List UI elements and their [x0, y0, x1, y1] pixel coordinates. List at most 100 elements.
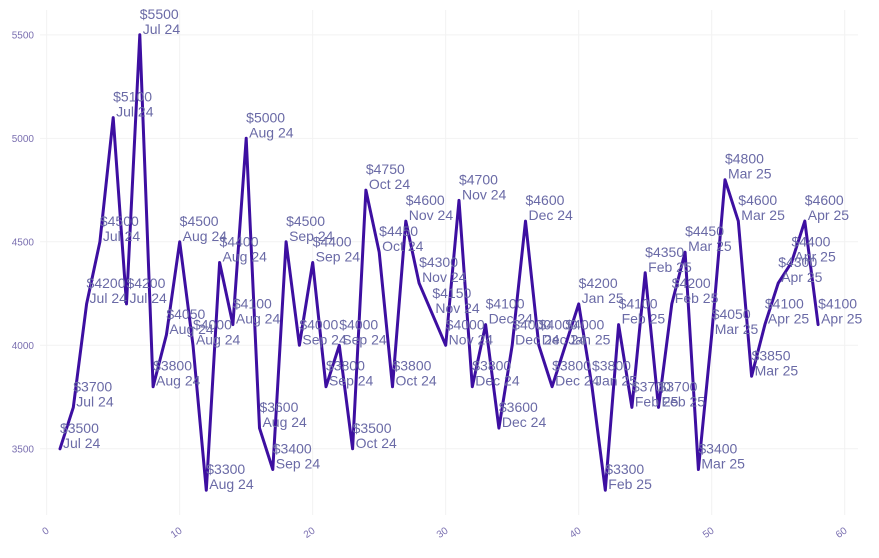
- point-date-label: Sep 24: [302, 331, 347, 347]
- point-price-label: $4100: [619, 296, 658, 312]
- x-tick-label: 20: [302, 525, 318, 541]
- point-price-label: $4200: [126, 275, 165, 291]
- point-price-label: $4050: [166, 306, 205, 322]
- point-price-label: $3850: [752, 347, 791, 363]
- point-price-label: $4000: [193, 316, 232, 332]
- point-date-label: Mar 25: [715, 321, 759, 337]
- point-price-label: $4600: [525, 192, 564, 208]
- point-date-label: Nov 24: [462, 186, 507, 202]
- point-price-label: $4100: [765, 296, 804, 312]
- point-date-label: Nov 24: [449, 331, 494, 347]
- point-price-label: $4600: [805, 192, 844, 208]
- point-date-label: Aug 24: [223, 249, 268, 265]
- point-date-label: Feb 25: [661, 393, 705, 409]
- point-price-label: $3400: [273, 440, 312, 456]
- point-date-label: Mar 25: [741, 207, 785, 223]
- point-price-label: $4500: [180, 213, 219, 229]
- point-date-label: Jan 25: [595, 373, 637, 389]
- point-date-label: Sep 24: [316, 249, 361, 265]
- y-tick-label: 5500: [12, 30, 35, 41]
- point-date-label: Aug 24: [249, 124, 294, 140]
- point-price-label: $3400: [698, 440, 737, 456]
- point-price-label: $4100: [818, 296, 857, 312]
- point-price-label: $3800: [153, 358, 192, 374]
- point-date-label: Nov 24: [435, 300, 480, 316]
- point-date-label: Dec 24: [555, 373, 600, 389]
- y-tick-label: 5000: [12, 134, 35, 145]
- point-price-label: $4450: [685, 223, 724, 239]
- point-price-label: $3800: [552, 358, 591, 374]
- y-tick-label: 3500: [12, 444, 35, 455]
- point-price-label: $4450: [379, 223, 418, 239]
- point-date-label: Apr 25: [808, 207, 849, 223]
- point-date-label: Jul 24: [129, 290, 167, 306]
- point-date-label: Aug 24: [262, 414, 307, 430]
- point-price-label: $4350: [645, 244, 684, 260]
- point-date-label: Apr 25: [781, 269, 822, 285]
- x-tick-label: 60: [834, 525, 850, 541]
- point-price-label: $3700: [73, 378, 112, 394]
- point-price-label: $4400: [313, 234, 352, 250]
- point-price-label: $3300: [206, 461, 245, 477]
- point-date-label: Aug 24: [196, 331, 241, 347]
- point-price-label: $4300: [419, 254, 458, 270]
- point-price-label: $3500: [353, 420, 392, 436]
- point-date-label: Dec 24: [515, 331, 560, 347]
- point-price-label: $5500: [140, 6, 179, 22]
- point-price-label: $3500: [60, 420, 99, 436]
- point-date-label: Sep 24: [276, 455, 321, 471]
- point-price-label: $4750: [366, 161, 405, 177]
- point-date-label: Jul 24: [90, 290, 128, 306]
- point-date-label: Aug 24: [169, 321, 214, 337]
- y-tick-label: 4000: [12, 341, 35, 352]
- point-price-label: $4050: [712, 306, 751, 322]
- point-date-label: Aug 24: [236, 311, 281, 327]
- point-price-label: $3700: [658, 378, 697, 394]
- point-date-label: Jul 24: [103, 228, 141, 244]
- point-date-label: Jul 24: [143, 21, 181, 37]
- point-date-label: Dec 24: [528, 207, 573, 223]
- point-price-label: $4200: [579, 275, 618, 291]
- point-price-label: $3800: [326, 358, 365, 374]
- point-date-label: Dec 24: [489, 311, 534, 327]
- point-date-label: Nov 24: [422, 269, 467, 285]
- point-price-label: $4000: [539, 316, 578, 332]
- point-price-label: $5000: [246, 109, 285, 125]
